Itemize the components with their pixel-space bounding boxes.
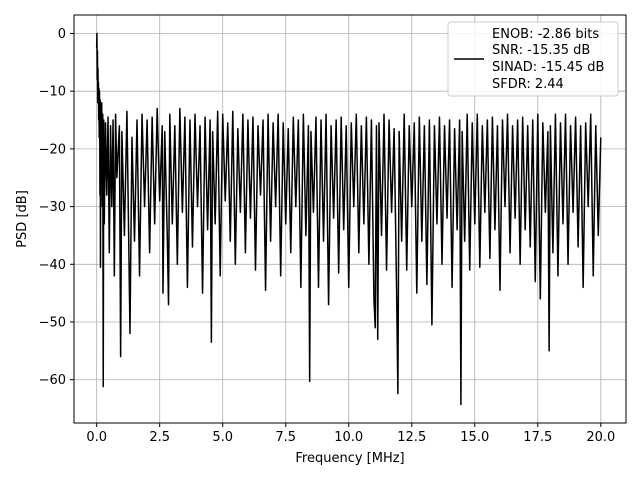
y-tick-label: −20 xyxy=(39,142,66,157)
y-tick-label: 0 xyxy=(58,27,66,42)
x-tick-label: 12.5 xyxy=(397,430,426,445)
legend-line-snr: SNR: -15.35 dB xyxy=(492,43,590,58)
x-tick-label: 20.0 xyxy=(586,430,615,445)
series-layer xyxy=(95,32,602,406)
x-tick-label: 15.0 xyxy=(460,430,489,445)
y-tick-label: −10 xyxy=(39,85,66,100)
y-tick-label: −40 xyxy=(39,258,66,273)
legend-line-enob: ENOB: -2.86 bits xyxy=(492,27,599,42)
x-tick-label: 5.0 xyxy=(212,430,233,445)
x-axis-label: Frequency [MHz] xyxy=(295,451,404,466)
y-ticks: 0 −10 −20 −30 −40 −50 −60 xyxy=(39,27,74,388)
y-tick-label: −60 xyxy=(39,373,66,388)
psd-series-line xyxy=(95,32,602,406)
legend-box xyxy=(447,21,619,97)
y-tick-label: −50 xyxy=(39,316,66,331)
legend-line-sinad: SINAD: -15.45 dB xyxy=(492,60,604,75)
x-tick-label: 10.0 xyxy=(334,430,363,445)
x-ticks: 0.0 2.5 5.0 7.5 10.0 12.5 15.0 17.5 20.0 xyxy=(86,423,615,445)
x-tick-label: 2.5 xyxy=(149,430,170,445)
y-axis-label: PSD [dB] xyxy=(15,190,30,248)
x-tick-label: 17.5 xyxy=(523,430,552,445)
x-tick-label: 0.0 xyxy=(86,430,107,445)
legend: ENOB: -2.86 bits SNR: -15.35 dB SINAD: -… xyxy=(447,21,619,97)
legend-line-sfdr: SFDR: 2.44 xyxy=(492,77,564,92)
y-tick-label: −30 xyxy=(39,200,66,215)
plot-frame xyxy=(73,14,627,424)
x-tick-label: 7.5 xyxy=(275,430,296,445)
